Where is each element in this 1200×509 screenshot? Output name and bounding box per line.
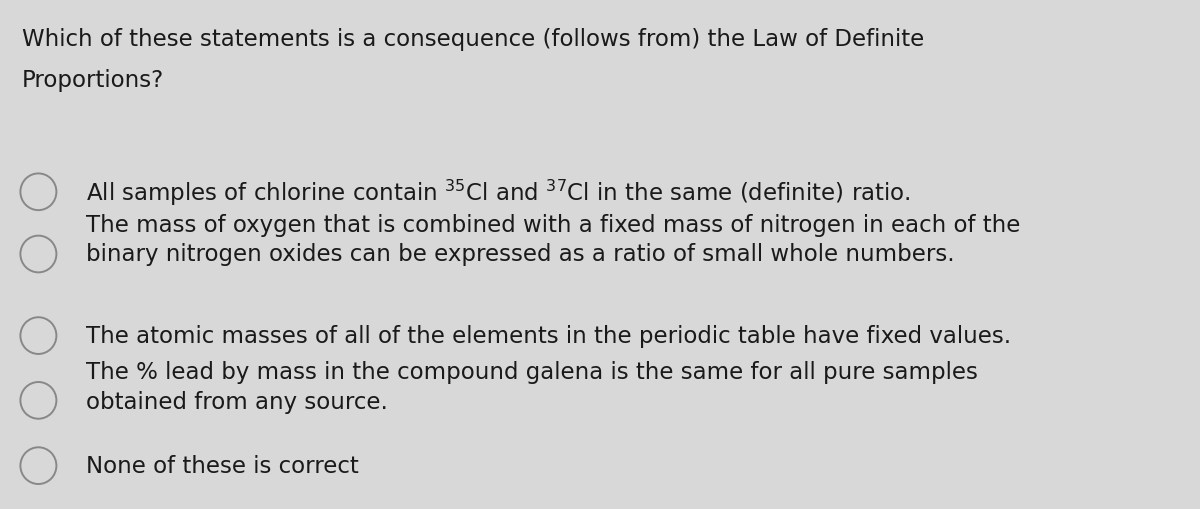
Text: None of these is correct: None of these is correct [86,454,359,477]
Text: All samples of chlorine contain $^{35}$Cl and $^{37}$Cl in the same (definite) r: All samples of chlorine contain $^{35}$C… [86,177,911,208]
Text: The mass of oxygen that is combined with a fixed mass of nitrogen in each of the: The mass of oxygen that is combined with… [86,213,1021,265]
Text: Proportions?: Proportions? [22,69,164,92]
Text: The atomic masses of all of the elements in the periodic table have fixed values: The atomic masses of all of the elements… [86,324,1012,348]
Text: The % lead by mass in the compound galena is the same for all pure samples
obtai: The % lead by mass in the compound galen… [86,361,978,413]
Text: Which of these statements is a consequence (follows from) the Law of Definite: Which of these statements is a consequen… [22,28,924,51]
